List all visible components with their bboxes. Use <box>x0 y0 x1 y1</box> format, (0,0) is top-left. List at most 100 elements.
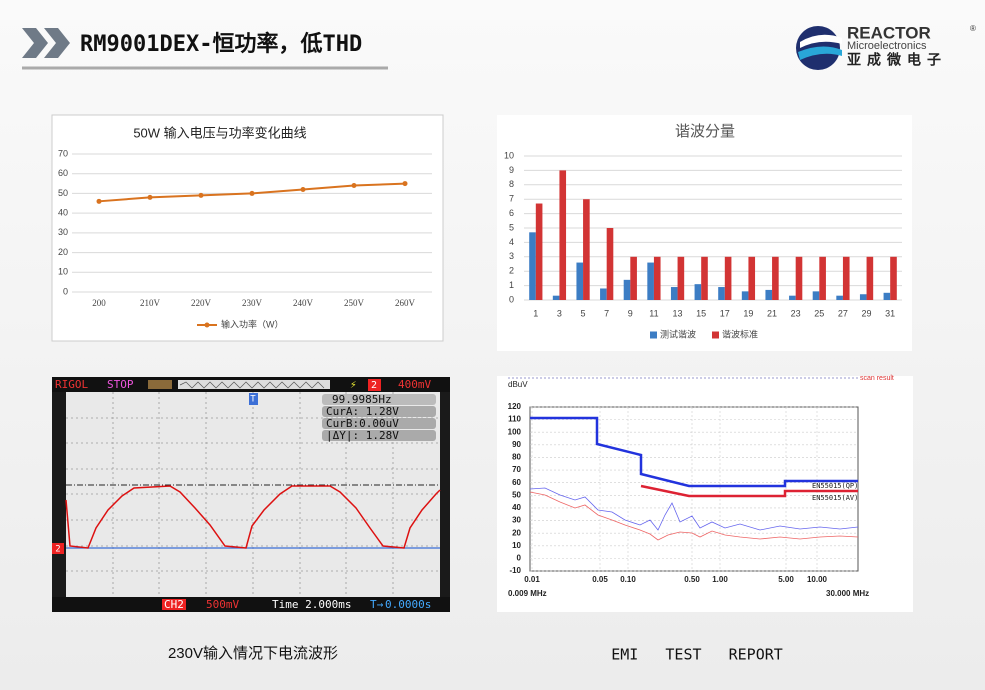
logo-cn: 亚成微电子 <box>847 52 947 68</box>
x-tick-label: 3 <box>557 308 562 318</box>
bar <box>748 256 756 300</box>
scope-cur-b: CurB:0.00uV <box>326 417 399 430</box>
y-tick-label: 5 <box>509 222 514 232</box>
bar <box>559 170 567 300</box>
bar <box>819 256 826 300</box>
scope: RIGOL STOP ⚡ 2 400mV T 99.9985Hz CurA: 1… <box>52 377 450 612</box>
caption-scope: 230V输入情况下电流波形 <box>168 645 338 662</box>
x-tick-label: 17 <box>720 308 730 318</box>
scope-trig-level: 400mV <box>398 378 431 391</box>
point <box>198 192 204 198</box>
bar-panel <box>497 115 912 351</box>
scope-state: STOP <box>107 378 134 391</box>
legend-swatch <box>712 331 719 339</box>
bar <box>576 262 584 300</box>
logo-reg: ® <box>970 24 976 33</box>
y-tick-label: 60 <box>58 168 68 178</box>
x-tick-label: 27 <box>838 308 848 318</box>
scope-time: Time 2.000ms <box>272 598 351 611</box>
chart-title: 谐波分量 <box>675 123 735 140</box>
scope-ch-marker: 2 <box>55 545 60 555</box>
bar <box>677 256 685 300</box>
x-tick-label: 21 <box>767 308 777 318</box>
x-tick-label: 5 <box>581 308 586 318</box>
bar <box>890 256 897 300</box>
bar <box>670 287 678 300</box>
bar <box>701 256 708 300</box>
y-tick-label: 1 <box>509 280 514 290</box>
scope-trig-icon: ⚡ <box>350 378 357 391</box>
caption-emi: EMI TEST REPORT <box>611 646 783 664</box>
bar <box>583 199 590 300</box>
legend-swatch <box>204 322 210 328</box>
emi-x-label: 0.01 <box>524 575 540 584</box>
x-tick-label: 11 <box>649 308 658 318</box>
y-tick-label: 10 <box>504 150 514 160</box>
bar <box>552 295 560 300</box>
y-tick-label: 4 <box>509 237 514 247</box>
scope-freq: 99.9985Hz <box>332 393 392 406</box>
emi-y-label: 0 <box>517 553 522 562</box>
y-tick-label: 9 <box>509 165 514 175</box>
bar <box>883 292 891 300</box>
bar <box>795 256 803 300</box>
scope-offset-icon: T→ <box>370 598 384 611</box>
bar <box>836 295 843 300</box>
x-tick-label: 210V <box>140 298 161 308</box>
chart-title: 50W 输入电压与功率变化曲线 <box>133 125 306 140</box>
y-tick-label: 8 <box>509 179 514 189</box>
y-tick-label: 30 <box>58 227 68 237</box>
y-tick-label: 20 <box>58 247 68 257</box>
emi-x-label: 0.05 <box>592 575 608 584</box>
emi-y-label: 10 <box>512 541 521 550</box>
point <box>249 190 255 196</box>
logo-sub: Microelectronics <box>847 40 927 52</box>
bar <box>630 256 637 300</box>
emi-x-label: 0.10 <box>620 575 636 584</box>
bar <box>812 291 820 300</box>
emi-y-label: -10 <box>509 566 521 575</box>
x-tick-label: 250V <box>344 298 365 308</box>
scope-delta: |ΔY|: 1.28V <box>326 429 399 442</box>
legend-swatch <box>650 331 657 339</box>
bar <box>606 228 614 300</box>
emi-y-label: 30 <box>512 516 521 525</box>
bar <box>647 262 654 300</box>
scope-ch-scale: 500mV <box>206 598 239 611</box>
x-tick-label: 7 <box>604 308 609 318</box>
scope-marker: T <box>250 395 256 405</box>
bar <box>772 256 779 300</box>
emi-x-end: 30.000 MHz <box>826 589 869 598</box>
bar <box>623 279 631 300</box>
emi-y-label: 90 <box>512 440 521 449</box>
bar <box>842 256 850 300</box>
scope-offset: 0.0000s <box>385 598 431 611</box>
x-tick-label: 260V <box>395 298 416 308</box>
scope-cur-a: CurA: 1.28V <box>326 405 399 418</box>
logo-brand: REACTOR <box>847 23 931 42</box>
emi-y-label: 50 <box>512 490 521 499</box>
emi-limit-av: EN55015(AV) <box>812 494 858 502</box>
point <box>147 194 153 200</box>
header-icon <box>22 28 70 58</box>
scope-brand: RIGOL <box>55 378 88 391</box>
emi-x-label: 10.00 <box>807 575 828 584</box>
y-tick-label: 0 <box>509 294 514 304</box>
x-tick-label: 230V <box>242 298 263 308</box>
bar <box>600 288 607 300</box>
y-tick-label: 3 <box>509 251 514 261</box>
line-panel <box>51 114 444 342</box>
x-tick-label: 23 <box>791 308 801 318</box>
scope-ch: CH2 <box>164 598 184 611</box>
x-tick-label: 220V <box>191 298 212 308</box>
bar <box>718 287 725 300</box>
emi-x-label: 5.00 <box>778 575 794 584</box>
y-tick-label: 10 <box>58 267 68 277</box>
bar <box>724 256 732 300</box>
y-tick-label: 40 <box>58 208 68 218</box>
point <box>96 198 102 204</box>
y-tick-label: 6 <box>509 208 514 218</box>
x-tick-label: 15 <box>696 308 706 318</box>
